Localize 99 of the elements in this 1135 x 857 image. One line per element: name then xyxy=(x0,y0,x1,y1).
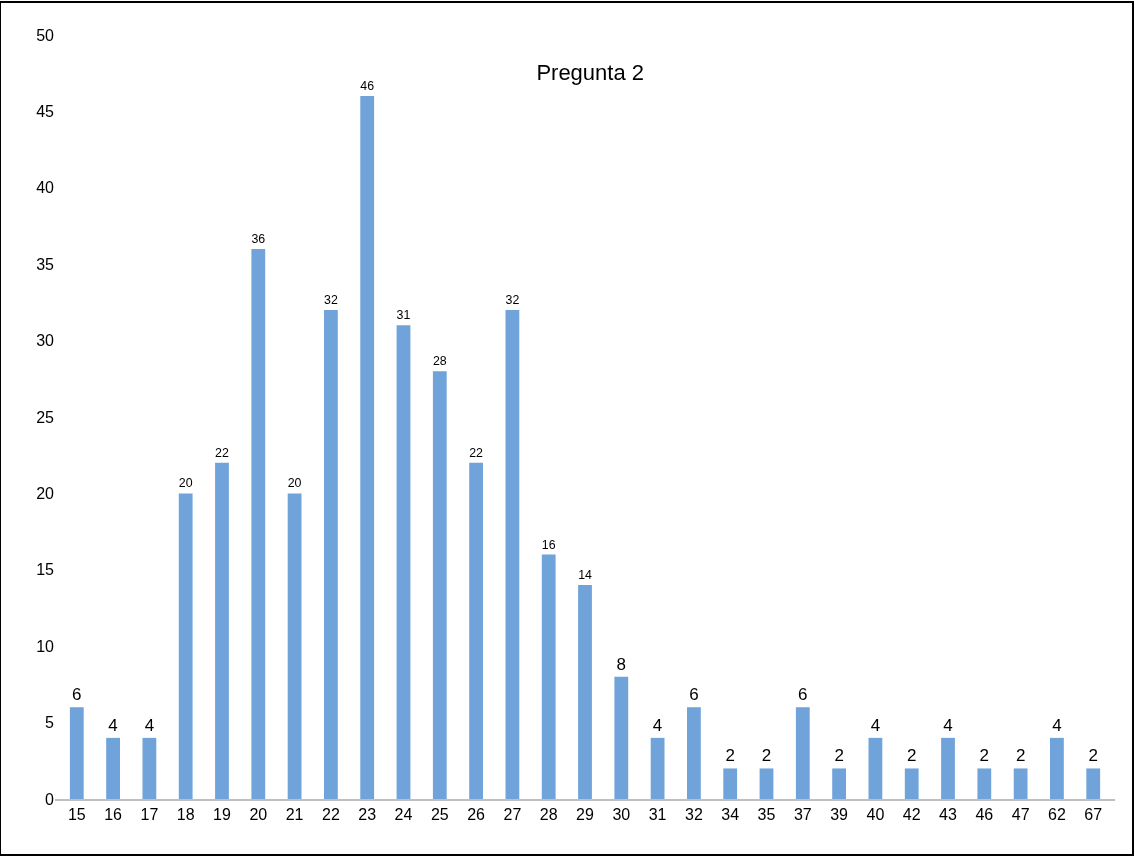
data-label: 2 xyxy=(906,746,917,766)
x-tick-label: 21 xyxy=(285,806,304,824)
x-tick-label: 32 xyxy=(685,806,703,824)
bar xyxy=(795,707,810,799)
bar xyxy=(287,493,302,799)
x-tick-label: 17 xyxy=(140,806,159,824)
x-tick-label: 42 xyxy=(902,806,921,824)
y-tick-label: 45 xyxy=(36,103,55,120)
y-tick-label: 50 xyxy=(36,26,55,44)
bar xyxy=(650,737,665,799)
data-label: 22 xyxy=(469,445,484,460)
x-tick-label: 20 xyxy=(249,806,268,824)
data-label: 20 xyxy=(178,476,193,491)
bar xyxy=(106,737,120,799)
bar xyxy=(977,768,992,799)
y-tick-label: 20 xyxy=(36,485,55,502)
x-tick-label: 29 xyxy=(576,806,594,824)
bar xyxy=(396,325,411,799)
y-tick-label: 15 xyxy=(36,561,55,579)
x-tick-label: 39 xyxy=(830,806,849,824)
x-tick-label: 22 xyxy=(321,806,340,824)
data-label: 2 xyxy=(979,746,990,766)
data-label: 6 xyxy=(798,685,808,705)
bar xyxy=(1050,737,1064,799)
x-tick-label: 25 xyxy=(430,806,449,824)
x-tick-label: 31 xyxy=(648,806,667,824)
data-label: 2 xyxy=(1088,746,1098,766)
bar xyxy=(687,707,701,799)
x-tick-label: 15 xyxy=(67,806,86,824)
x-tick-label: 24 xyxy=(394,806,413,824)
bar xyxy=(868,737,883,799)
x-tick-label: 18 xyxy=(176,806,195,824)
y-tick-label: 5 xyxy=(45,714,55,732)
x-tick-label: 34 xyxy=(721,806,740,824)
data-label: 4 xyxy=(1052,715,1062,735)
data-label: 22 xyxy=(215,445,229,460)
data-label: 2 xyxy=(761,746,772,766)
data-label: 2 xyxy=(725,746,735,766)
bar xyxy=(215,462,229,799)
bar xyxy=(941,737,955,799)
bar xyxy=(578,585,592,799)
data-label: 4 xyxy=(108,715,118,735)
x-tick-label: 47 xyxy=(1011,806,1030,824)
data-label: 31 xyxy=(396,308,411,323)
bar xyxy=(541,554,556,799)
x-tick-label: 30 xyxy=(612,806,631,824)
x-tick-label: 27 xyxy=(503,806,522,824)
data-label: 28 xyxy=(432,354,447,369)
x-tick-label: 67 xyxy=(1084,806,1103,824)
y-tick-label: 0 xyxy=(45,790,55,808)
y-tick-label: 10 xyxy=(36,637,55,655)
x-tick-label: 16 xyxy=(104,806,123,824)
data-label: 2 xyxy=(1015,746,1026,766)
data-label: 2 xyxy=(834,746,844,766)
x-tick-label: 35 xyxy=(757,806,776,824)
data-label: 46 xyxy=(360,79,375,94)
bar xyxy=(360,96,375,799)
x-tick-label: 28 xyxy=(539,806,558,824)
data-label: 4 xyxy=(870,715,881,735)
x-tick-label: 37 xyxy=(793,806,812,824)
bar xyxy=(723,768,738,799)
bar xyxy=(614,676,629,799)
x-tick-label: 23 xyxy=(358,806,377,824)
bar xyxy=(142,737,157,799)
y-tick-label: 30 xyxy=(36,332,55,350)
bar xyxy=(323,310,338,799)
x-tick-label: 26 xyxy=(467,806,486,824)
x-tick-label: 62 xyxy=(1048,806,1066,824)
bar xyxy=(505,310,520,799)
bar xyxy=(178,493,193,799)
x-tick-label: 43 xyxy=(939,806,958,824)
data-label: 36 xyxy=(251,232,266,246)
x-tick-label: 40 xyxy=(866,806,885,824)
data-label: 4 xyxy=(943,715,953,735)
x-tick-label: 19 xyxy=(213,806,231,824)
bar xyxy=(904,768,919,799)
x-tick-label: 46 xyxy=(975,806,994,824)
bar xyxy=(832,768,847,799)
bar xyxy=(432,371,447,799)
data-label: 32 xyxy=(324,293,338,308)
data-label: 6 xyxy=(689,685,699,705)
bar xyxy=(251,248,266,799)
bar xyxy=(759,768,774,799)
data-label: 14 xyxy=(578,568,592,583)
bar xyxy=(69,707,84,799)
data-label: 4 xyxy=(144,715,155,735)
text: Pregunta 2 xyxy=(536,59,645,85)
y-tick-label: 25 xyxy=(36,408,55,426)
data-label: 32 xyxy=(505,293,520,308)
data-label: 4 xyxy=(652,715,663,735)
data-label: 20 xyxy=(287,476,302,491)
bar xyxy=(1013,768,1028,799)
bar xyxy=(469,462,483,799)
data-label: 6 xyxy=(72,685,82,705)
y-tick-label: 40 xyxy=(36,179,55,197)
y-tick-label: 35 xyxy=(36,255,55,273)
data-label: 16 xyxy=(541,537,556,552)
data-label: 8 xyxy=(616,654,627,674)
bar xyxy=(1086,768,1101,799)
